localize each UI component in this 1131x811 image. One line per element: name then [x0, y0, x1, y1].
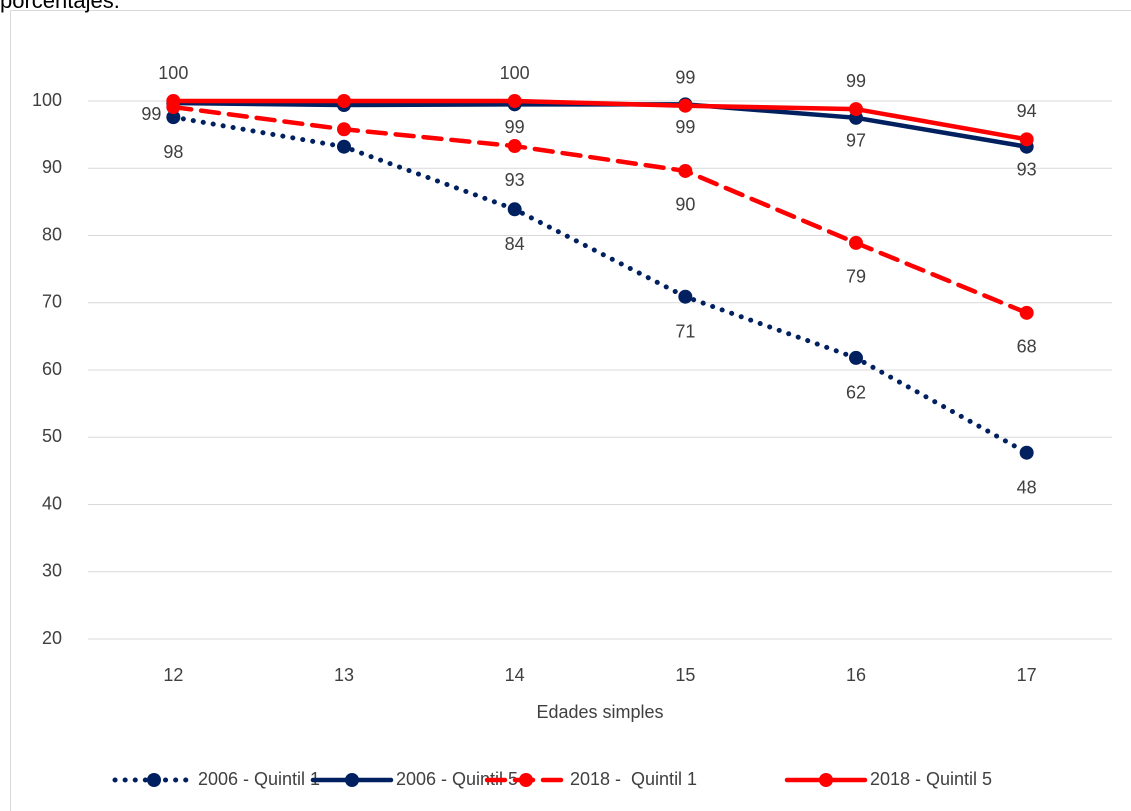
- y-tick-label: 40: [42, 493, 62, 513]
- legend-label: 2006 - Quintil 1: [198, 769, 320, 789]
- data-label: 79: [846, 267, 866, 287]
- data-label: 84: [505, 234, 525, 254]
- series-line: [171, 98, 1029, 142]
- y-tick-label: 90: [42, 157, 62, 177]
- data-point: [507, 202, 522, 217]
- x-tick-label: 17: [1017, 665, 1037, 685]
- series-line: [171, 104, 1029, 316]
- data-label: 100: [158, 63, 188, 83]
- data-point: [507, 94, 522, 108]
- data-point: [849, 235, 863, 250]
- data-label: 99: [505, 117, 525, 137]
- x-tick-label: 12: [163, 665, 183, 685]
- legend-label: 2018 - Quintil 5: [870, 769, 992, 789]
- data-label: 94: [1017, 101, 1037, 121]
- y-tick-label: 50: [42, 426, 62, 446]
- legend-marker: [147, 773, 161, 787]
- data-label: 98: [163, 142, 183, 162]
- chart-border: [10, 10, 1131, 811]
- data-label: 93: [505, 170, 525, 190]
- legend-label: 2006 - Quintil 5: [396, 769, 518, 789]
- data-label: 99: [846, 71, 866, 91]
- data-label: 71: [675, 321, 695, 341]
- y-tick-label: 70: [42, 292, 62, 312]
- x-axis-title: Edades simples: [536, 702, 663, 722]
- y-tick-label: 30: [42, 561, 62, 581]
- data-label: 100: [500, 63, 530, 83]
- data-point: [678, 98, 693, 113]
- data-point: [678, 163, 693, 178]
- data-point: [166, 94, 181, 108]
- data-point: [1019, 132, 1034, 147]
- data-label: 97: [846, 131, 866, 151]
- data-point: [337, 139, 351, 154]
- y-tick-label: 100: [32, 90, 62, 110]
- legend-marker: [519, 773, 533, 787]
- data-label: 62: [846, 383, 866, 403]
- data-point: [1019, 445, 1034, 460]
- data-point: [1019, 305, 1034, 320]
- data-label: 93: [1017, 159, 1037, 179]
- data-point: [678, 289, 693, 304]
- data-label: 90: [675, 195, 695, 215]
- data-label: 99: [675, 117, 695, 137]
- data-label: 48: [1017, 477, 1037, 497]
- legend-marker: [819, 773, 833, 787]
- data-point: [166, 110, 181, 125]
- x-tick-label: 16: [846, 665, 866, 685]
- legend-label: 2018 - Quintil 1: [570, 769, 697, 789]
- x-tick-label: 15: [675, 665, 695, 685]
- y-tick-label: 60: [42, 359, 62, 379]
- data-point: [507, 139, 522, 154]
- data-label: 99: [141, 104, 161, 124]
- y-tick-label: 20: [42, 628, 62, 648]
- x-tick-label: 14: [505, 665, 525, 685]
- data-label: 99: [675, 67, 695, 87]
- legend-marker: [345, 773, 359, 787]
- data-point: [337, 122, 351, 137]
- data-point: [849, 102, 863, 117]
- data-point: [849, 350, 863, 365]
- chart-title: porcentajes.: [0, 0, 120, 13]
- data-point: [337, 94, 351, 108]
- y-tick-label: 80: [42, 224, 62, 244]
- x-tick-label: 13: [334, 665, 354, 685]
- data-label: 68: [1017, 337, 1037, 357]
